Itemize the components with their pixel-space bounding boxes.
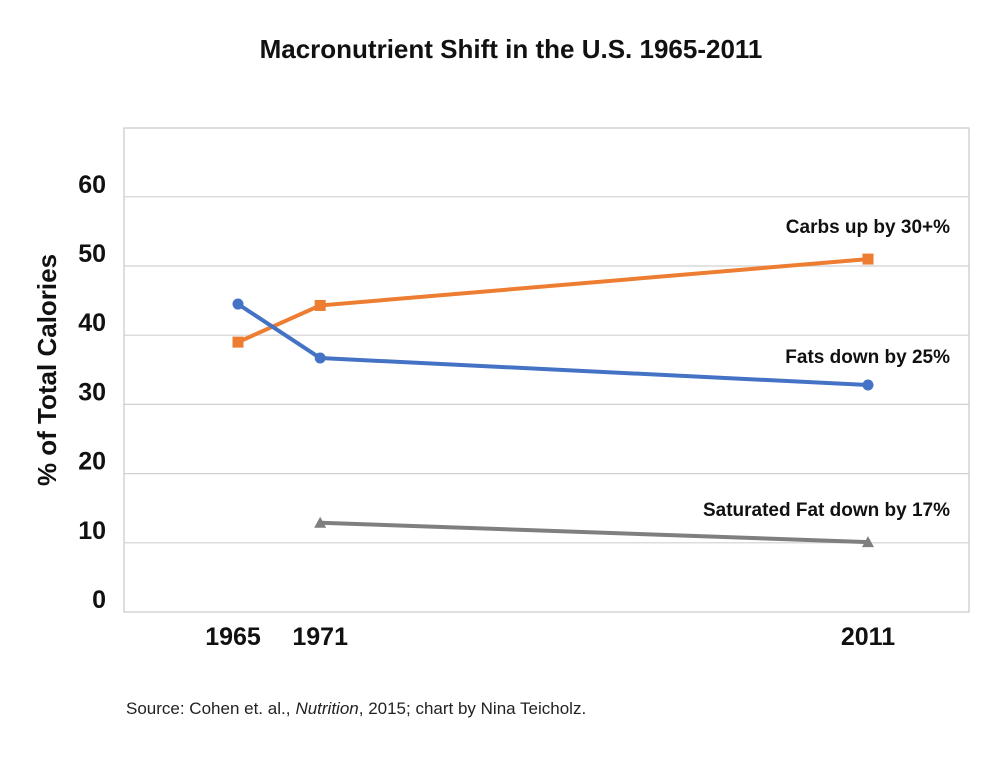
annotation-saturated-fat: Saturated Fat down by 17% xyxy=(703,500,950,521)
y-axis-label: % of Total Calories xyxy=(32,254,62,486)
plot-area-frame xyxy=(123,127,970,613)
source-journal: Nutrition xyxy=(295,699,358,718)
series-line-carbs xyxy=(237,257,869,344)
x-axis-ticks: 1965 1971 2011 xyxy=(205,623,895,651)
y-tick-label: 30 xyxy=(78,378,106,406)
x-tick-label: 1971 xyxy=(292,623,348,651)
source-prefix: Source: Cohen et. al., xyxy=(126,699,290,718)
x-tick-label: 2011 xyxy=(841,623,895,651)
data-point-fats xyxy=(314,352,326,364)
data-point-carbs xyxy=(314,299,326,311)
annotation-carbs: Carbs up by 30+% xyxy=(786,217,950,238)
series-line-satfat xyxy=(320,520,869,545)
series-line-fats xyxy=(236,302,869,388)
y-tick-label: 50 xyxy=(78,240,106,268)
y-tick-label: 40 xyxy=(78,309,106,337)
chart-title: Macronutrient Shift in the U.S. 1965-201… xyxy=(260,34,763,64)
source-suffix: , 2015; chart by Nina Teicholz. xyxy=(359,699,586,718)
gridlines xyxy=(124,196,969,544)
data-point-satfat xyxy=(314,516,327,528)
y-tick-label: 0 xyxy=(92,586,106,614)
data-point-satfat xyxy=(862,536,874,548)
annotation-fats: Fats down by 25% xyxy=(785,347,950,368)
data-point-fats xyxy=(232,298,244,310)
y-tick-label: 10 xyxy=(78,517,106,545)
data-point-carbs xyxy=(232,336,244,348)
data-point-fats xyxy=(862,379,874,391)
y-tick-label: 60 xyxy=(78,171,106,199)
x-tick-label: 1965 xyxy=(205,623,261,651)
y-tick-label: 20 xyxy=(78,448,106,476)
data-point-carbs xyxy=(862,253,874,265)
series-group xyxy=(232,253,874,548)
y-axis-ticks: 0 10 20 30 40 50 60 xyxy=(78,171,106,614)
source-note: Source: Cohen et. al., Nutrition, 2015; c… xyxy=(126,699,586,718)
